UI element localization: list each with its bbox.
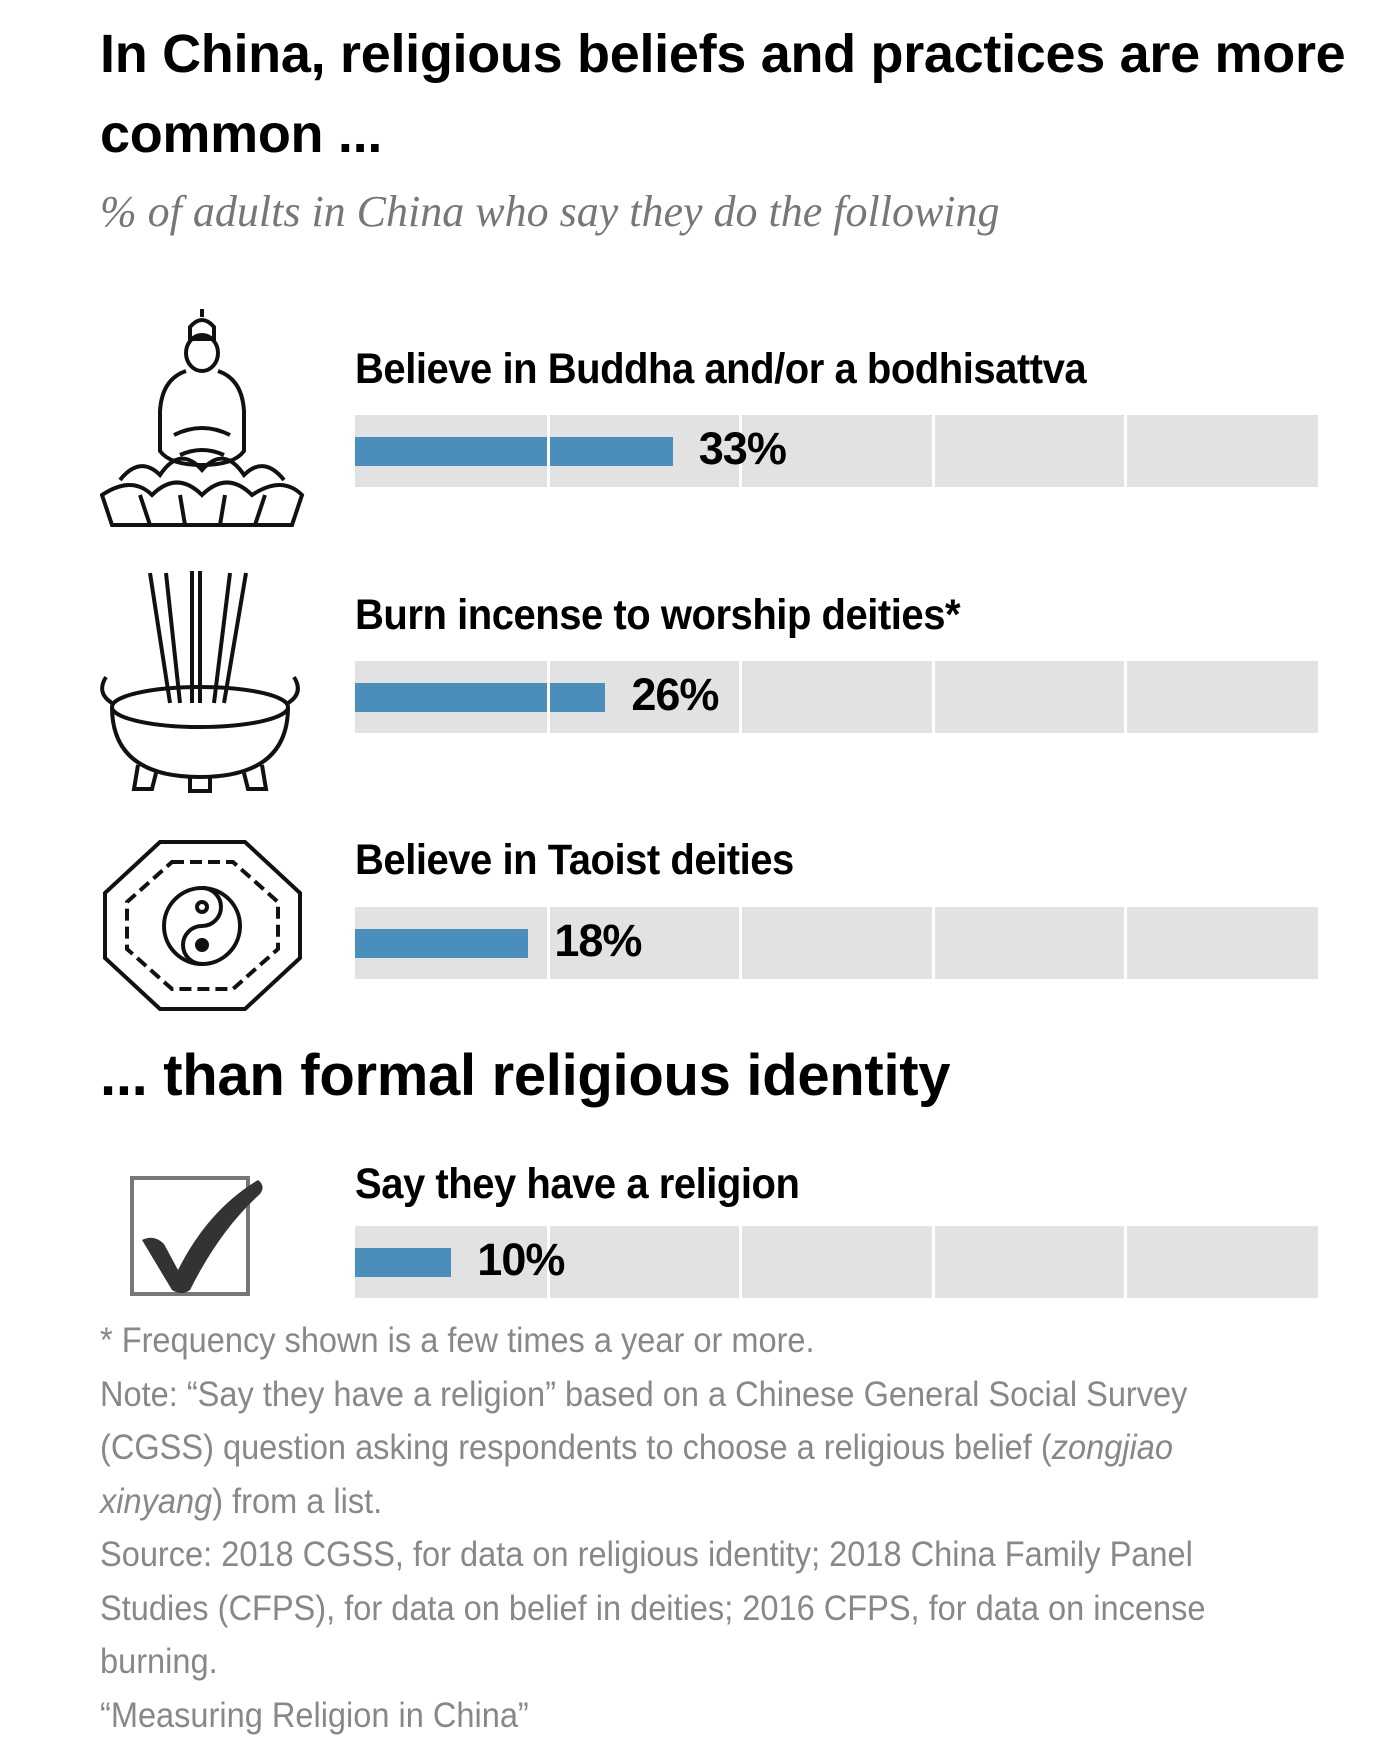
incense-burner-icon xyxy=(100,571,300,793)
chart-title: In China, religious beliefs and practice… xyxy=(100,24,1346,164)
gridline xyxy=(1124,907,1128,979)
row-label-incense: Burn incense to worship deities* xyxy=(355,591,961,639)
bar-track-taoist: 18% xyxy=(355,907,1318,979)
gridline xyxy=(1124,415,1128,487)
gridline xyxy=(739,661,743,733)
gridline xyxy=(546,661,550,733)
data-label: 26% xyxy=(631,669,719,720)
gridline xyxy=(1124,661,1128,733)
footnotes: * Frequency shown is a few times a year … xyxy=(100,1314,1263,1742)
row-label-religion: Say they have a religion xyxy=(355,1160,800,1208)
chart-subtitle: % of adults in China who say they do the… xyxy=(100,187,1000,236)
note-italic: zongjiao xinyang xyxy=(100,1428,1173,1521)
gridline xyxy=(931,1226,935,1298)
bar-track-buddha: 33% xyxy=(355,415,1318,487)
gridline xyxy=(546,1226,550,1298)
footnote-frequency: * Frequency shown is a few times a year … xyxy=(100,1321,815,1360)
bar xyxy=(355,437,673,466)
buddha-icon xyxy=(100,309,305,527)
note: Note: “Say they have a religion” based o… xyxy=(100,1368,1263,1529)
checkbox-checked-icon xyxy=(130,1176,263,1296)
section-heading: ... than formal religious identity xyxy=(100,1043,951,1108)
gridline xyxy=(739,1226,743,1298)
yin-yang-bagua-icon xyxy=(103,840,302,1011)
gridline xyxy=(931,415,935,487)
bar xyxy=(355,683,606,712)
source: Source: 2018 CGSS, for data on religious… xyxy=(100,1535,1206,1681)
gridline xyxy=(931,661,935,733)
bar xyxy=(355,1248,452,1277)
gridline xyxy=(739,415,743,487)
data-label: 18% xyxy=(554,915,642,966)
gridline xyxy=(1124,1226,1128,1298)
report-title: “Measuring Religion in China” xyxy=(100,1695,529,1735)
gridline xyxy=(739,907,743,979)
note-text: Note: “Say they have a religion” based o… xyxy=(100,1374,1188,1468)
bar-track-incense: 26% xyxy=(355,661,1318,733)
bar-track-religion: 10% xyxy=(355,1226,1318,1298)
gridline xyxy=(546,907,550,979)
row-label-buddha: Believe in Buddha and/or a bodhisattva xyxy=(355,345,1087,393)
data-label: 33% xyxy=(698,423,787,474)
bar xyxy=(355,929,529,958)
row-label-taoist: Believe in Taoist deities xyxy=(355,836,794,884)
data-label: 10% xyxy=(477,1234,565,1285)
gridline xyxy=(931,907,935,979)
gridline xyxy=(546,415,550,487)
note-text-end: ) from a list. xyxy=(212,1481,383,1521)
